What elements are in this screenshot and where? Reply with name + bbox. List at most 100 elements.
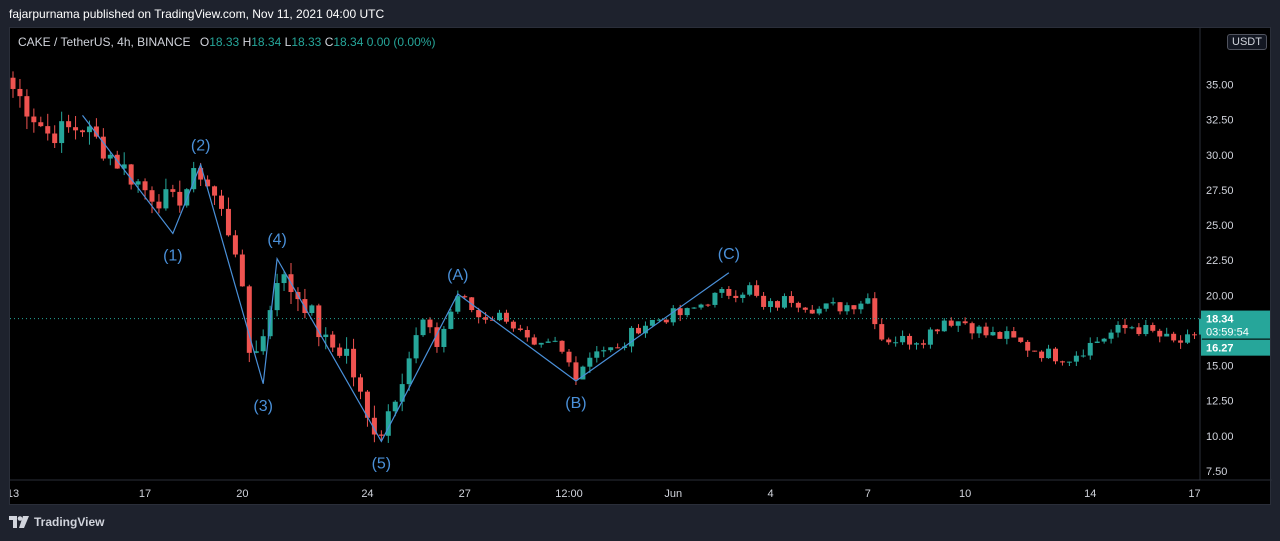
candle-body [983, 326, 989, 336]
candle-body [212, 186, 218, 196]
candle-body [1108, 332, 1114, 339]
candle-body [809, 309, 815, 314]
candle-body [802, 307, 808, 310]
candles [10, 71, 1204, 443]
candle-body [719, 288, 725, 293]
candle-body [886, 339, 892, 343]
candle-body [962, 321, 968, 324]
x-tick-label: 7 [865, 488, 871, 500]
y-tick-label: 30.00 [1206, 150, 1234, 162]
wave-label: (3) [253, 398, 273, 415]
candle-body [1046, 348, 1052, 359]
candle-body [59, 121, 65, 144]
candle-body [17, 88, 23, 97]
candle-body [712, 292, 718, 305]
candle-body [1150, 325, 1156, 331]
candle-body [163, 189, 169, 209]
price-chart-svg[interactable]: 35.0032.5030.0027.5025.0022.5020.0017.50… [10, 28, 1272, 506]
candle-body [1122, 324, 1128, 329]
candle-body [754, 285, 760, 296]
candle-body [1164, 333, 1170, 337]
elliott-wave-line [82, 115, 730, 443]
candle-body [198, 168, 204, 180]
candle-body [497, 312, 502, 321]
candle-body [476, 310, 482, 318]
candle-body [649, 319, 655, 326]
candle-body [1011, 331, 1017, 338]
low-value: 18.33 [291, 35, 322, 49]
candle-body [517, 328, 523, 330]
candle-body [872, 298, 878, 325]
candle-body [893, 342, 899, 344]
candle-body [100, 136, 106, 159]
x-tick-label: 4 [767, 488, 773, 500]
y-tick-label: 22.50 [1206, 255, 1234, 267]
wave-label: (4) [267, 232, 287, 249]
y-tick-label: 27.50 [1206, 185, 1234, 197]
candle-body [1087, 342, 1093, 356]
candle-body [823, 303, 829, 309]
candle-body [399, 384, 405, 402]
wave-label: (B) [565, 395, 586, 412]
candle-body [587, 357, 593, 367]
tradingview-logo[interactable]: TradingView [9, 515, 104, 529]
candle-body [941, 320, 947, 332]
candle-body [149, 190, 155, 202]
candle-body [768, 301, 774, 307]
x-tick-label: 12:00 [555, 488, 583, 500]
ohlc-legend: CAKE / TetherUS, 4h, BINANCE O18.33 H18.… [18, 35, 435, 49]
candle-body [636, 327, 641, 334]
change-value: 0.00 (0.00%) [366, 35, 436, 49]
x-tick-label: Jun [664, 488, 682, 500]
candle-body [483, 317, 489, 320]
candle-body [691, 307, 697, 309]
publish-info: fajarpurnama published on TradingView.co… [9, 7, 385, 21]
candle-body [253, 351, 259, 353]
candle-body [52, 133, 58, 144]
bar-countdown: 03:59:54 [1206, 327, 1249, 339]
candle-body [990, 332, 996, 336]
candle-body [232, 235, 238, 255]
candle-body [879, 324, 885, 340]
candle-body [107, 154, 113, 159]
candle-body [406, 358, 412, 385]
candle-body [434, 327, 440, 347]
candle-body [969, 323, 975, 334]
y-tick-label: 12.50 [1206, 396, 1234, 408]
candle-body [663, 319, 669, 323]
candle-body [184, 189, 190, 206]
candle-body [914, 343, 919, 345]
candle-body [920, 343, 926, 345]
candle-body [330, 334, 336, 348]
candle-body [420, 319, 426, 336]
symbol-label[interactable]: CAKE / TetherUS, 4h, BINANCE [18, 35, 191, 49]
candle-body [726, 288, 732, 296]
candle-body [191, 168, 197, 190]
candle-body [1094, 341, 1100, 343]
x-tick-label: 17 [1188, 488, 1200, 500]
x-tick-label: 24 [361, 488, 373, 500]
candle-body [1185, 334, 1191, 343]
candle-body [448, 311, 454, 329]
low-marker-tag-bg [1201, 339, 1270, 356]
candle-body [225, 208, 231, 236]
candle-body [1073, 355, 1079, 362]
candle-body [781, 296, 787, 308]
candle-body [844, 305, 850, 312]
y-tick-label: 15.00 [1206, 361, 1234, 373]
candle-body [455, 296, 461, 312]
candle-body [260, 336, 266, 352]
currency-button[interactable]: USDT [1227, 34, 1267, 50]
candle-body [559, 340, 565, 352]
low-marker-tag: 16.27 [1201, 339, 1270, 356]
wave-label: (2) [191, 138, 211, 155]
candle-body [170, 189, 176, 192]
candle-body [510, 321, 516, 329]
candle-body [747, 285, 753, 295]
chart-pane[interactable]: 35.0032.5030.0027.5025.0022.5020.0017.50… [9, 27, 1272, 506]
candle-body [816, 308, 822, 314]
candle-body [594, 351, 600, 358]
candle-body [656, 319, 662, 321]
open-key: O [199, 35, 210, 49]
